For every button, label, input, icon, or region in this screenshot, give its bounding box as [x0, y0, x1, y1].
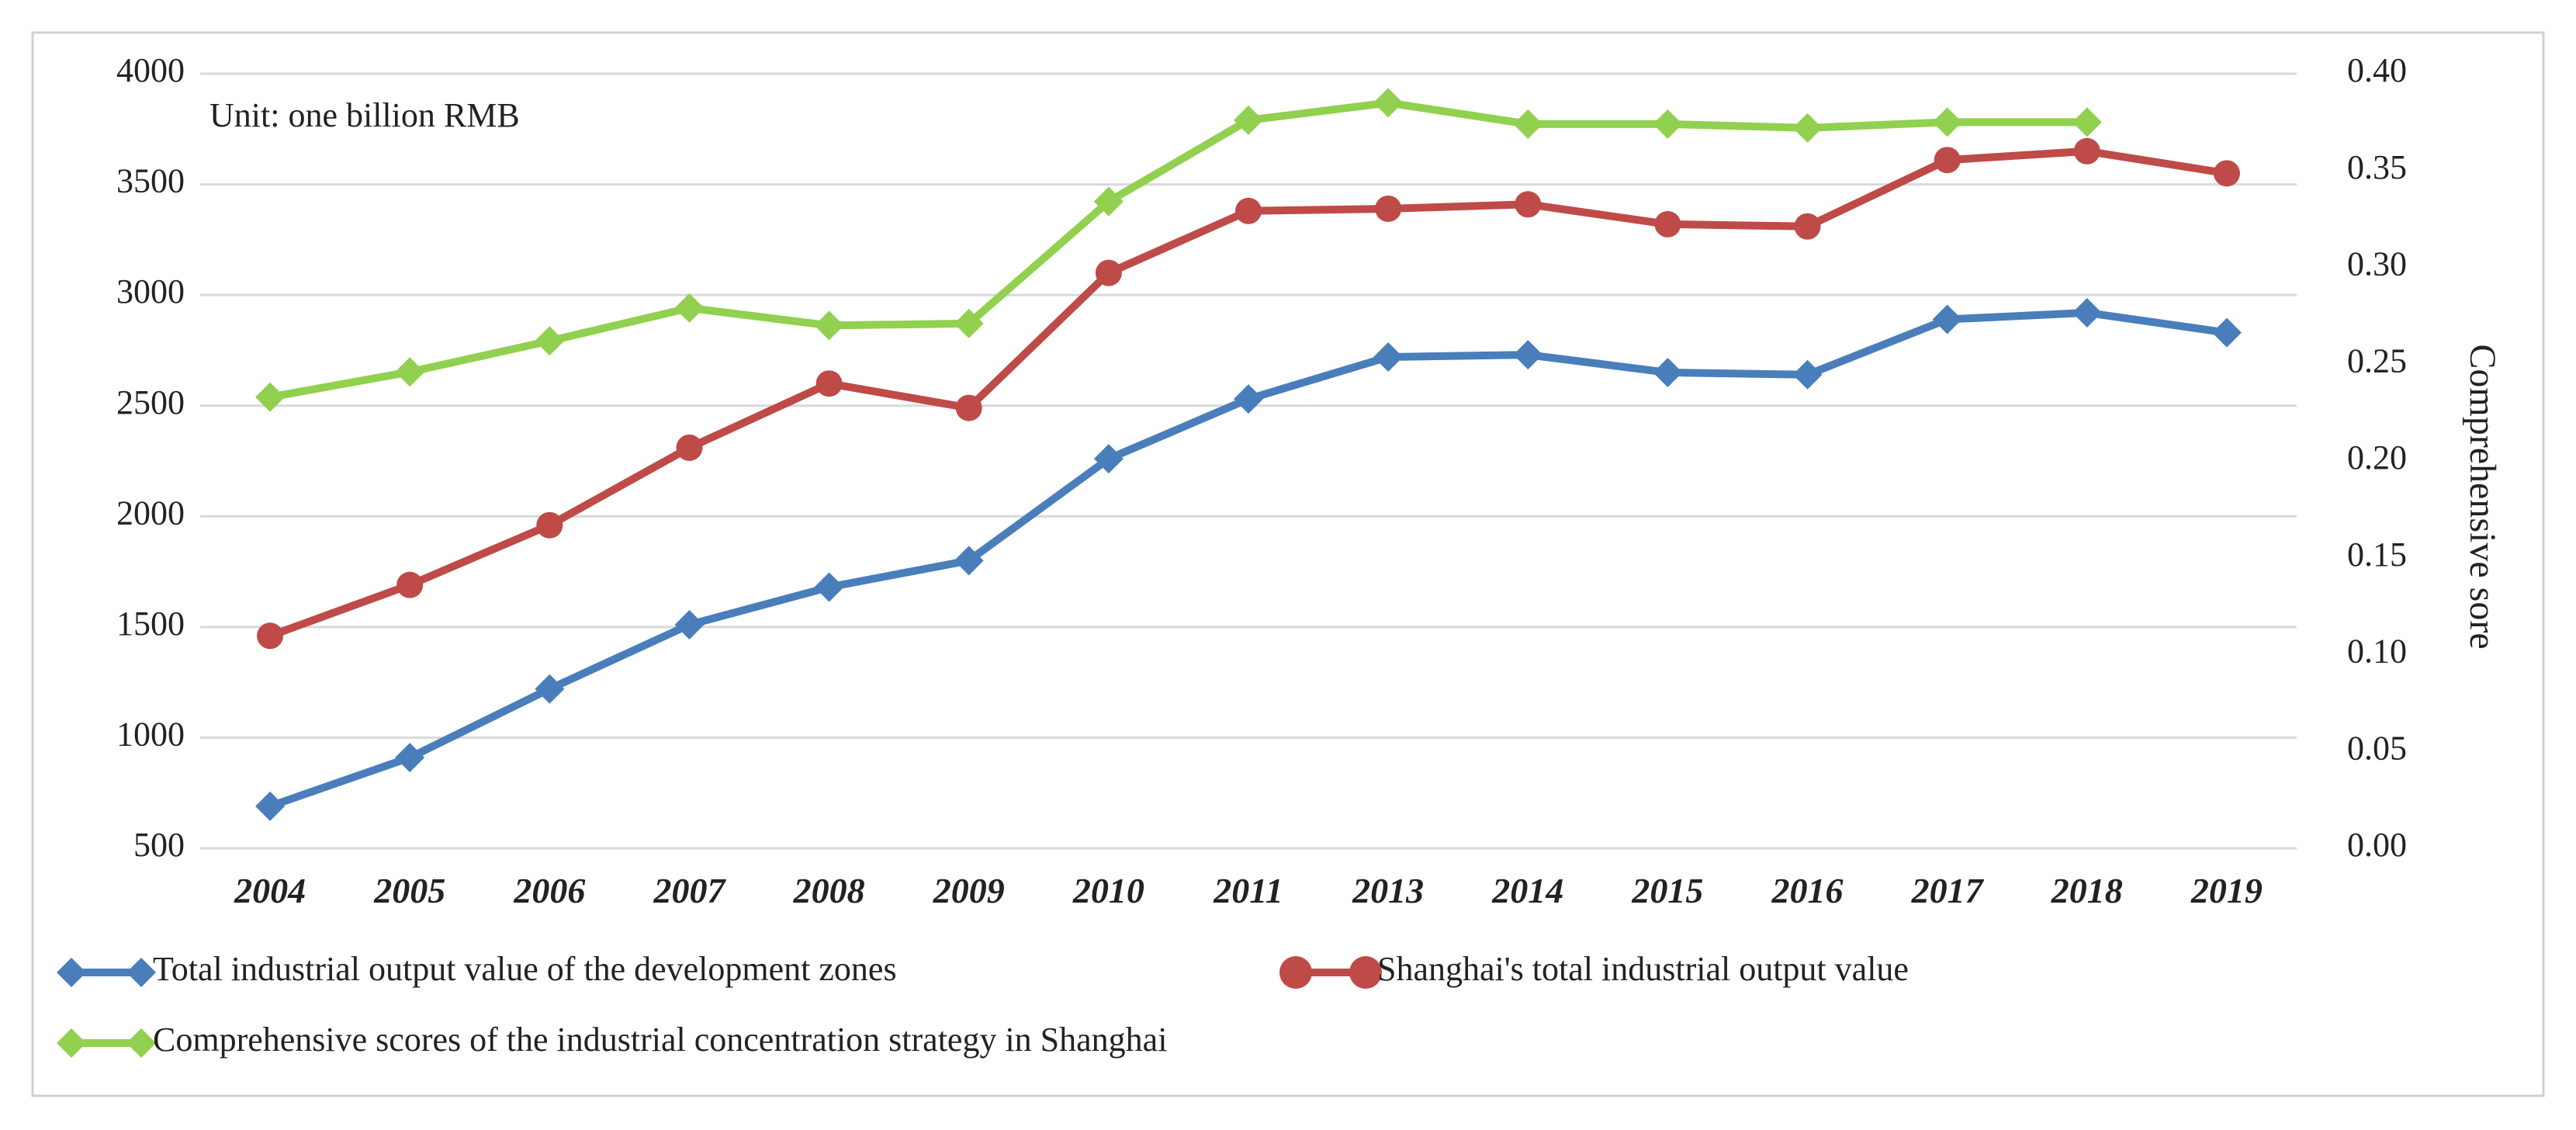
data-point	[674, 293, 705, 323]
data-point	[674, 610, 705, 640]
data-point	[1234, 384, 1263, 414]
data-point	[1234, 105, 1263, 135]
x-tick-label: 2009	[933, 871, 1005, 910]
x-tick-label: 2005	[373, 871, 445, 910]
right-tick-label: 0.35	[2347, 148, 2407, 186]
data-point	[535, 326, 565, 356]
data-point	[1932, 107, 1962, 137]
left-tick-label: 2500	[116, 383, 185, 421]
data-point	[1792, 113, 1823, 143]
legend-item-2: Shanghai's total industrial output value	[1279, 950, 1909, 989]
x-tick-label: 2015	[1631, 871, 1703, 910]
data-point	[2211, 317, 2242, 348]
legend-label: Comprehensive scores of the industrial c…	[153, 1021, 1167, 1059]
legend-marker	[126, 1028, 156, 1058]
data-point	[2072, 107, 2102, 137]
data-point	[1375, 195, 1402, 222]
x-tick-label: 2010	[1072, 871, 1144, 910]
data-point	[2072, 297, 2102, 328]
data-point	[1934, 147, 1961, 174]
left-axis-ticks: 500 1000 1500 2000 2500 3000 3500 4000	[116, 51, 185, 864]
data-point	[1373, 88, 1404, 118]
data-point	[1653, 357, 1683, 387]
legend-marker	[57, 958, 86, 987]
unit-label: Unit: one billion RMB	[209, 96, 520, 134]
data-point	[255, 382, 286, 412]
legend-marker	[57, 1028, 86, 1058]
left-tick-label: 3500	[116, 162, 185, 200]
data-point	[1373, 341, 1404, 372]
legend-item-1: Total industrial output value of the dev…	[57, 950, 897, 988]
left-tick-label: 4000	[116, 51, 185, 89]
chart-frame	[31, 31, 2545, 1097]
left-tick-label: 500	[133, 826, 185, 864]
data-point	[1515, 191, 1542, 218]
legend-label: Total industrial output value of the dev…	[153, 950, 897, 988]
data-point	[1932, 304, 1962, 334]
data-point	[1654, 210, 1681, 237]
legend-label: Shanghai's total industrial output value	[1377, 950, 1909, 988]
right-axis-label: Comprehensive sore	[2462, 344, 2503, 649]
legend-item-3: Comprehensive scores of the industrial c…	[57, 1021, 1167, 1059]
x-tick-label: 2019	[2190, 871, 2263, 910]
x-tick-label: 2017	[1911, 871, 1985, 910]
right-tick-label: 0.00	[2347, 826, 2407, 864]
left-tick-label: 1000	[116, 716, 185, 754]
data-point	[814, 572, 844, 602]
data-point	[676, 434, 703, 461]
right-tick-label: 0.20	[2347, 438, 2407, 477]
right-tick-label: 0.25	[2347, 341, 2407, 380]
data-point	[536, 511, 563, 539]
data-point	[954, 308, 984, 338]
data-point	[1095, 259, 1122, 286]
series-group	[255, 88, 2242, 821]
x-tick-label: 2013	[1352, 871, 1424, 910]
data-point	[955, 394, 982, 421]
x-tick-label: 2014	[1491, 871, 1563, 910]
x-tick-label: 2008	[793, 871, 865, 910]
series-line-3	[269, 99, 2087, 401]
data-point	[396, 571, 424, 598]
data-point	[2213, 160, 2240, 187]
x-tick-label: 2018	[2051, 871, 2123, 910]
x-tick-label: 2006	[513, 871, 585, 910]
x-tick-label: 2016	[1771, 871, 1844, 910]
data-point	[535, 674, 565, 704]
data-point	[395, 743, 425, 773]
right-tick-label: 0.40	[2347, 51, 2407, 89]
data-point	[255, 791, 286, 821]
right-tick-label: 0.05	[2347, 729, 2407, 767]
right-tick-label: 0.15	[2347, 536, 2407, 574]
data-point	[815, 370, 843, 397]
x-axis-ticks: 2004 2005 2006 2007 2008 2009 2010 2011 2013 2014…	[234, 871, 2263, 910]
legend: Total industrial output value of the dev…	[57, 950, 1909, 1059]
data-point	[1513, 340, 1543, 370]
left-tick-label: 3000	[116, 272, 185, 310]
data-point	[1093, 186, 1124, 217]
data-point	[1093, 444, 1124, 474]
left-tick-label: 2000	[116, 494, 185, 532]
left-tick-label: 1500	[116, 605, 185, 643]
data-point	[1792, 359, 1823, 390]
right-tick-label: 0.30	[2347, 245, 2407, 283]
x-tick-label: 2004	[234, 871, 306, 910]
right-axis-ticks: 0.00 0.05 0.10 0.15 0.20 0.25 0.30 0.35 0.40	[2347, 51, 2407, 864]
x-tick-label: 2011	[1213, 871, 1283, 910]
data-point	[1653, 109, 1683, 139]
data-point	[395, 357, 425, 387]
data-point	[1513, 109, 1543, 139]
legend-marker	[1349, 956, 1382, 989]
legend-marker	[1279, 956, 1312, 989]
data-point	[257, 622, 284, 650]
x-tick-label: 2007	[653, 871, 726, 910]
data-point	[1235, 197, 1262, 224]
right-tick-label: 0.10	[2347, 633, 2407, 671]
data-point	[2073, 137, 2100, 165]
data-point	[1794, 213, 1821, 240]
data-point	[954, 546, 984, 576]
legend-marker	[126, 958, 156, 987]
data-point	[814, 310, 844, 341]
